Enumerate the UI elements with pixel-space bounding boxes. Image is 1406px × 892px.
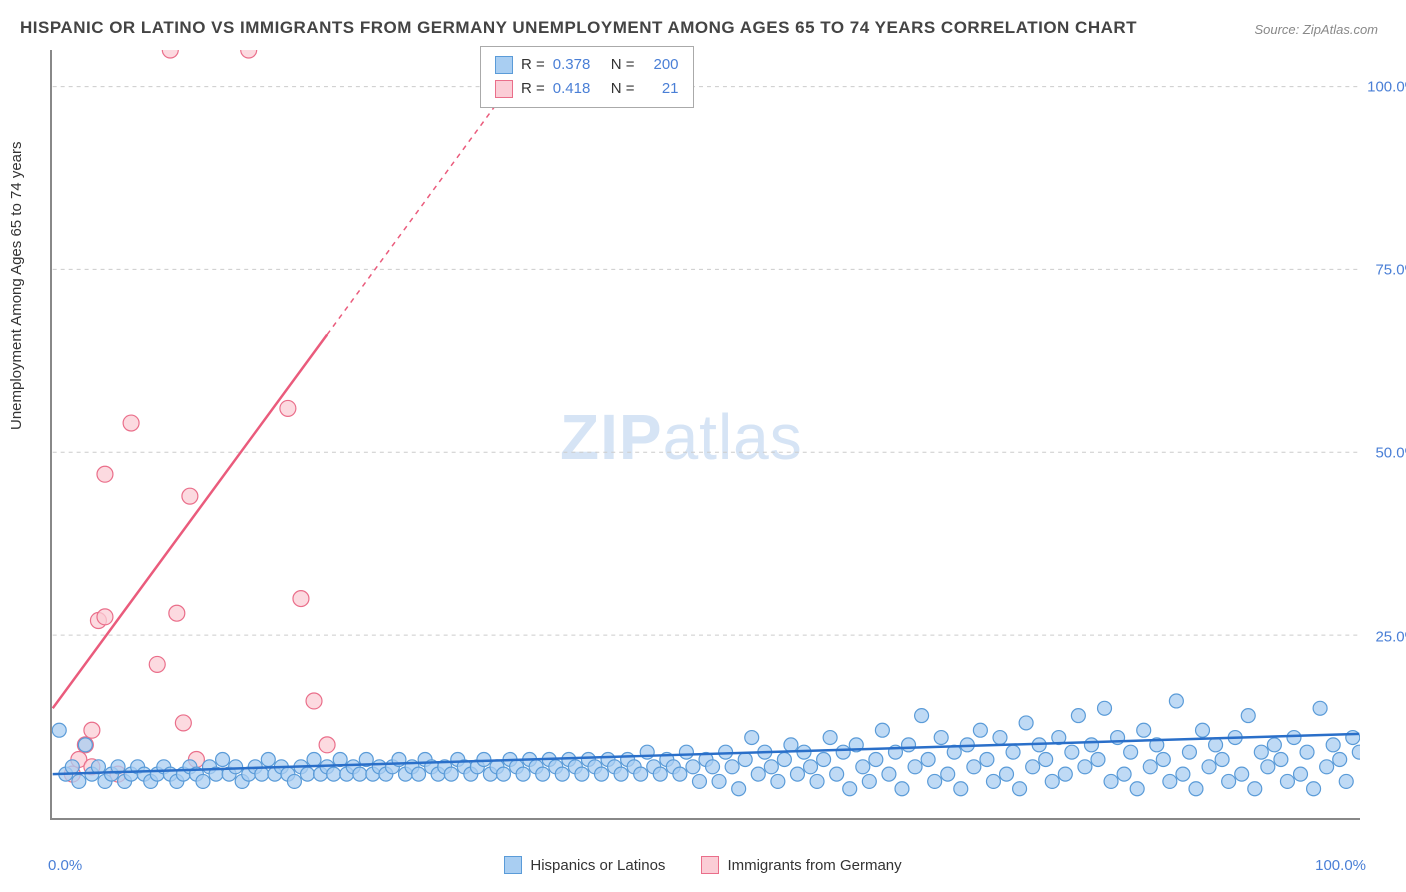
legend-label-pink: Immigrants from Germany [727,857,901,874]
x-tick-0: 0.0% [48,857,82,874]
legend-swatch-blue [504,856,522,874]
legend-swatch-pink [701,856,719,874]
y-axis-label: Unemployment Among Ages 65 to 74 years [8,141,25,430]
legend-item-pink: Immigrants from Germany [701,856,901,874]
legend-item-blue: Hispanics or Latinos [504,856,665,874]
y-tick-label: 25.0% [1375,628,1406,645]
y-tick-label: 100.0% [1367,78,1406,95]
x-tick-100: 100.0% [1315,857,1366,874]
legend-stats-row: R =0.418N =21 [495,77,679,101]
plot-svg [52,50,1360,818]
y-tick-label: 75.0% [1375,262,1406,279]
legend-label-blue: Hispanics or Latinos [530,857,665,874]
chart-title: HISPANIC OR LATINO VS IMMIGRANTS FROM GE… [20,18,1137,38]
legend-series: Hispanics or Latinos Immigrants from Ger… [0,856,1406,874]
source-label: Source: ZipAtlas.com [1254,22,1378,37]
legend-stats-row: R =0.378N =200 [495,53,679,77]
y-tick-label: 50.0% [1375,445,1406,462]
legend-stats: R =0.378N =200R =0.418N =21 [480,46,694,108]
chart-area: 25.0%50.0%75.0%100.0% [50,50,1360,820]
